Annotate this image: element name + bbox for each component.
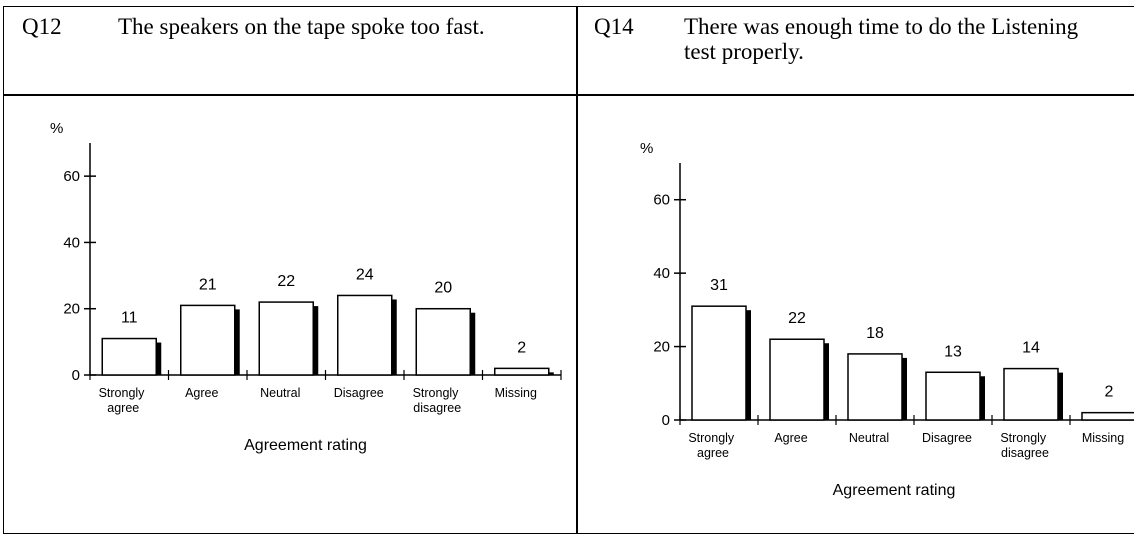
x-axis-label: Agreement rating (833, 482, 956, 499)
x-tick-label: Strongly agree (99, 386, 148, 415)
value-label: 22 (788, 310, 806, 327)
value-label: 24 (356, 266, 374, 283)
x-axis-label: Agreement rating (244, 437, 367, 454)
value-label: 11 (121, 310, 138, 327)
x-tick-label: Disagree (334, 386, 384, 400)
bar (1081, 411, 1134, 421)
value-label: 20 (434, 280, 452, 297)
value-label: 13 (944, 343, 962, 360)
x-tick-label: Agree (185, 386, 218, 400)
bar (494, 367, 550, 376)
bar-shadow (470, 312, 476, 375)
bar-shadow (1058, 372, 1063, 420)
y-tick-label: 0 (662, 412, 670, 429)
bar (258, 301, 314, 376)
y-axis-label: % (640, 140, 653, 157)
bar-shadow (746, 310, 751, 420)
question-title: There was enough time to do the Listenin… (684, 14, 1079, 64)
value-label: 14 (1022, 340, 1040, 357)
bar-shadow (980, 376, 985, 420)
question-number: Q14 (594, 14, 634, 39)
y-tick-label: 0 (72, 367, 80, 384)
value-label: 31 (710, 277, 728, 294)
question-title: The speakers on the tape spoke too fast. (118, 14, 485, 39)
value-label: 2 (1105, 384, 1114, 401)
header-cell (576, 6, 1134, 96)
x-tick-label: Strongly agree (688, 431, 737, 460)
x-tick-label: Disagree (922, 431, 972, 445)
bar (769, 338, 825, 421)
x-tick-label: Agree (774, 431, 807, 445)
bar-shadow (313, 306, 319, 375)
x-tick-label: Neutral (849, 431, 889, 445)
x-tick-label: Strongly disagree (413, 386, 462, 415)
value-label: 22 (277, 273, 295, 290)
bar (180, 304, 236, 376)
header-cell (3, 6, 578, 96)
bar (101, 337, 157, 376)
bar-shadow (234, 309, 240, 375)
bar-shadow (391, 299, 397, 375)
bar (925, 371, 981, 421)
bar (691, 305, 747, 421)
bar-shadow (824, 343, 829, 420)
bar-shadow (902, 357, 907, 420)
y-tick-label: 60 (63, 168, 80, 185)
value-label: 21 (199, 276, 217, 293)
y-tick-label: 60 (653, 192, 670, 209)
x-tick-label: Neutral (260, 386, 300, 400)
y-tick-label: 20 (653, 339, 670, 356)
y-axis-label: % (50, 120, 63, 137)
x-tick-label: Missing (495, 386, 537, 400)
x-tick-label: Strongly disagree (1000, 431, 1049, 460)
y-tick-label: 40 (653, 265, 670, 282)
y-tick-label: 40 (63, 234, 80, 251)
y-tick-label: 20 (63, 301, 80, 318)
question-number: Q12 (22, 14, 62, 39)
bar (337, 294, 393, 376)
bar (415, 307, 471, 376)
x-tick-label: Missing (1082, 431, 1124, 445)
value-label: 2 (517, 339, 526, 356)
value-label: 18 (866, 325, 884, 342)
bar-shadow (156, 342, 162, 375)
bar-shadow (548, 372, 554, 375)
bar (847, 353, 903, 421)
bar (1003, 367, 1059, 421)
